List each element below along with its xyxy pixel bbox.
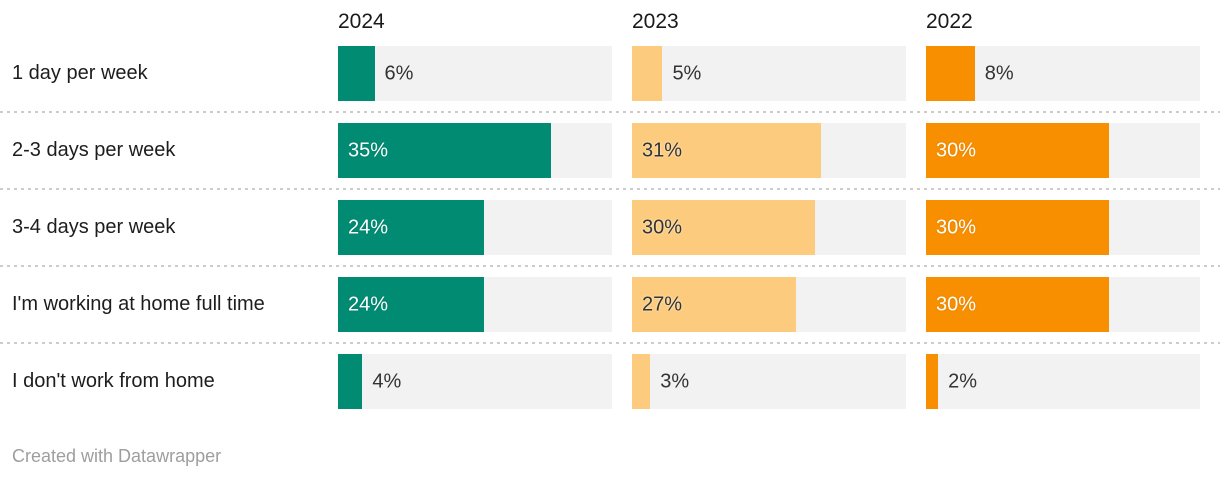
bar-track-2024: 6% bbox=[338, 46, 612, 101]
bar-2022: 30% bbox=[926, 123, 1109, 178]
column-headers: 2024 2023 2022 bbox=[0, 0, 1220, 36]
bar-track-2024: 24% bbox=[338, 277, 612, 332]
row-separator bbox=[0, 188, 1220, 190]
bar-2024: 24% bbox=[338, 200, 485, 255]
bar-track-2022: 30% bbox=[926, 123, 1200, 178]
bar-track-2024: 24% bbox=[338, 200, 612, 255]
bar-track-2023: 3% bbox=[632, 354, 906, 409]
bar-2022: 30% bbox=[926, 200, 1109, 255]
category-label: 3-4 days per week bbox=[12, 216, 176, 238]
bar-track-2023: 30% bbox=[632, 200, 906, 255]
bar-track-2024: 4% bbox=[338, 354, 612, 409]
value-label: 6% bbox=[384, 62, 414, 84]
column-header-2022: 2022 bbox=[926, 10, 973, 33]
value-label: 4% bbox=[372, 370, 402, 392]
row-separator bbox=[0, 111, 1220, 113]
category-label: I don't work from home bbox=[12, 370, 215, 392]
bar-2023: 31% bbox=[632, 123, 821, 178]
column-header-2023: 2023 bbox=[632, 10, 679, 33]
bar-track-2023: 27% bbox=[632, 277, 906, 332]
bar-2023: 27% bbox=[632, 277, 797, 332]
bar-track-2024: 35% bbox=[338, 123, 612, 178]
chart-rows: 1 day per week 6% 5% 8% 2-3 days per week 35%… bbox=[0, 36, 1220, 419]
bar-2022 bbox=[926, 46, 975, 101]
value-label: 8% bbox=[984, 62, 1014, 84]
value-label: 24% bbox=[348, 293, 389, 315]
bar-2024: 24% bbox=[338, 277, 485, 332]
bar-track-2022: 2% bbox=[926, 354, 1200, 409]
bar-track-2022: 30% bbox=[926, 200, 1200, 255]
chart-row: 3-4 days per week 24% 30% 30% bbox=[0, 190, 1220, 265]
value-label: 31% bbox=[642, 139, 683, 161]
value-label: 30% bbox=[642, 216, 683, 238]
bar-2022 bbox=[926, 354, 939, 409]
row-separator bbox=[0, 265, 1220, 267]
row-separator bbox=[0, 342, 1220, 344]
bar-2022: 30% bbox=[926, 277, 1109, 332]
bar-2023: 30% bbox=[632, 200, 815, 255]
bar-track-2022: 8% bbox=[926, 46, 1200, 101]
value-label: 5% bbox=[672, 62, 702, 84]
value-label: 30% bbox=[936, 216, 977, 238]
value-label: 30% bbox=[936, 139, 977, 161]
value-label: 35% bbox=[348, 139, 389, 161]
bar-2024: 35% bbox=[338, 123, 552, 178]
category-label: 1 day per week bbox=[12, 62, 148, 84]
bar-track-2023: 31% bbox=[632, 123, 906, 178]
value-label: 3% bbox=[660, 370, 690, 392]
bar-2023 bbox=[632, 46, 663, 101]
value-label: 24% bbox=[348, 216, 389, 238]
chart-row: 1 day per week 6% 5% 8% bbox=[0, 36, 1220, 111]
bar-2024 bbox=[338, 354, 363, 409]
value-label: 27% bbox=[642, 293, 683, 315]
datawrapper-credit-link[interactable]: Created with Datawrapper bbox=[12, 446, 222, 466]
value-label: 30% bbox=[936, 293, 977, 315]
bar-2023 bbox=[632, 354, 651, 409]
value-label: 2% bbox=[948, 370, 978, 392]
bar-track-2022: 30% bbox=[926, 277, 1200, 332]
category-label: I'm working at home full time bbox=[12, 293, 265, 315]
chart-row: I'm working at home full time 24% 27% 30% bbox=[0, 267, 1220, 342]
chart-row: I don't work from home 4% 3% 2% bbox=[0, 344, 1220, 419]
column-header-2024: 2024 bbox=[338, 10, 385, 33]
category-label: 2-3 days per week bbox=[12, 139, 176, 161]
chart-row: 2-3 days per week 35% 31% 30% bbox=[0, 113, 1220, 188]
chart-footer: Created with Datawrapper bbox=[0, 419, 1220, 467]
bar-track-2023: 5% bbox=[632, 46, 906, 101]
bar-2024 bbox=[338, 46, 375, 101]
